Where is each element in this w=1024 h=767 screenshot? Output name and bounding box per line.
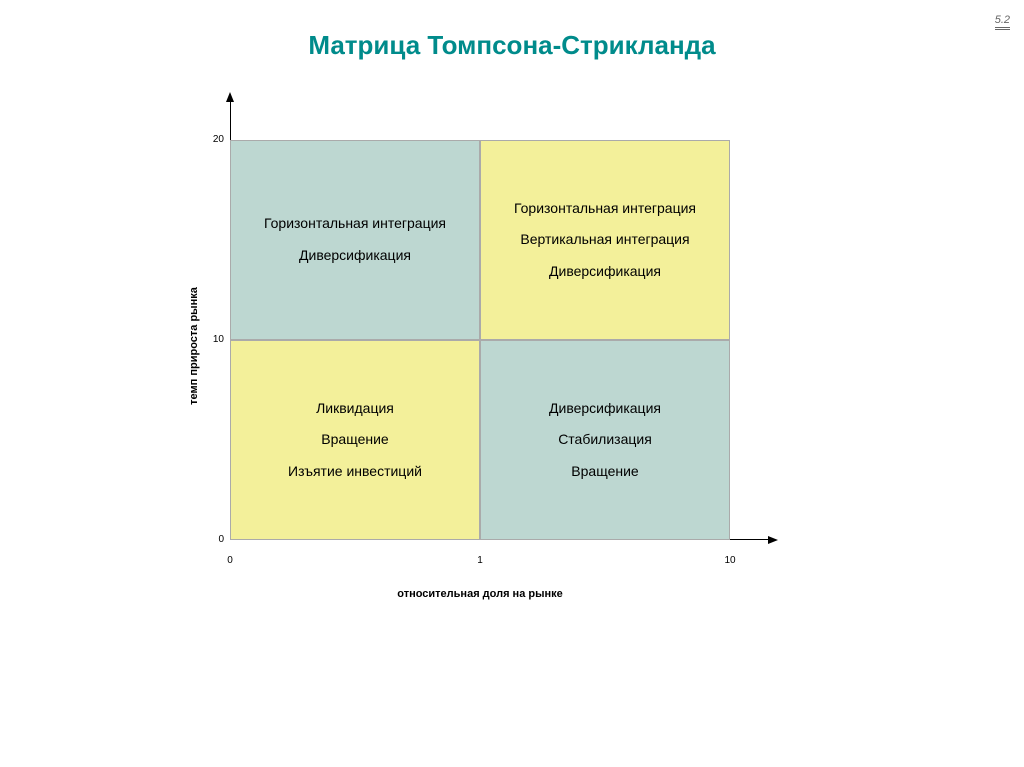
quad-item: Вертикальная интеграция: [520, 230, 689, 250]
y-axis-label: темп прироста рынка: [188, 287, 200, 405]
quad-item: Изъятие инвестиций: [288, 462, 422, 482]
quad-item: Горизонтальная интеграция: [514, 199, 696, 219]
x-axis-arrow-icon: [768, 536, 778, 544]
quadrant-bottom-left: Ликвидация Вращение Изъятие инвестиций: [230, 340, 480, 540]
page-number: 5.2: [995, 14, 1010, 30]
y-tick-10: 10: [200, 334, 224, 345]
x-tick-10: 10: [724, 555, 735, 566]
quadrant-bottom-right: Диверсификация Стабилизация Вращение: [480, 340, 730, 540]
quadrant-top-left: Горизонтальная интеграция Диверсификация: [230, 140, 480, 340]
quad-item: Ликвидация: [316, 399, 394, 419]
y-axis-arrow-icon: [226, 92, 234, 102]
quad-item: Диверсификация: [299, 246, 411, 266]
quad-item: Вращение: [571, 462, 638, 482]
quad-item: Диверсификация: [549, 399, 661, 419]
x-tick-0: 0: [227, 555, 233, 566]
y-tick-20: 20: [200, 134, 224, 145]
y-tick-0: 0: [200, 534, 224, 545]
matrix-chart: Горизонтальная интеграция Диверсификация…: [230, 140, 730, 540]
quad-item: Вращение: [321, 430, 388, 450]
x-axis-label: относительная доля на рынке: [397, 588, 563, 600]
diagram-title: Матрица Томпсона-Стрикланда: [0, 30, 1024, 61]
quad-item: Горизонтальная интеграция: [264, 214, 446, 234]
x-tick-1: 1: [477, 555, 483, 566]
quad-item: Диверсификация: [549, 262, 661, 282]
quadrant-top-right: Горизонтальная интеграция Вертикальная и…: [480, 140, 730, 340]
quad-item: Стабилизация: [558, 430, 652, 450]
